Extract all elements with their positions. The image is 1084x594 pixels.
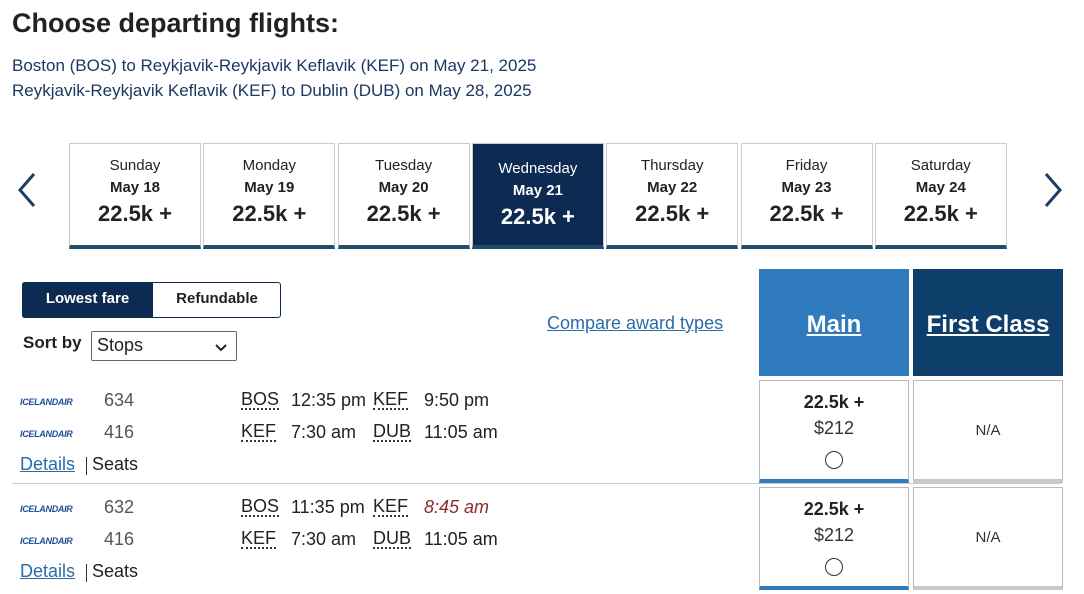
date-price: 22.5k + — [635, 201, 710, 226]
airport: KEF — [373, 389, 409, 410]
flight-number: 416 — [104, 529, 135, 549]
date-card[interactable] — [740, 143, 873, 249]
date-date: May 23 — [781, 179, 832, 196]
date-card[interactable] — [471, 143, 604, 249]
date-card[interactable] — [337, 143, 470, 249]
radio[interactable] — [825, 451, 843, 469]
sort-select[interactable]: Stops — [91, 331, 237, 361]
date-price: 22.5k + — [903, 201, 978, 226]
compare-link[interactable]: Compare award types — [547, 313, 724, 333]
airline-logo: ICELANDAIR — [20, 429, 73, 439]
date-date: May 20 — [378, 179, 429, 196]
airport: KEF — [241, 421, 277, 442]
airline-logo: ICELANDAIR — [20, 536, 73, 546]
date-day: Sunday — [109, 157, 161, 174]
airport: DUB — [373, 421, 412, 442]
details-link[interactable]: Details — [20, 561, 76, 581]
na-label: N/A — [975, 422, 1001, 439]
fare-column-header[interactable]: First Class — [913, 269, 1063, 376]
date-price: 22.5k + — [232, 201, 307, 226]
date-date: May 21 — [512, 182, 563, 199]
date-date: May 19 — [244, 179, 295, 196]
seats-link[interactable]: Seats — [92, 454, 139, 474]
date-day: Monday — [242, 157, 296, 174]
seats-link[interactable]: Seats — [92, 561, 139, 581]
fare-tab[interactable]: Refundable — [176, 290, 258, 307]
airport: BOS — [241, 496, 280, 517]
date-card[interactable] — [874, 143, 1007, 249]
route: Boston (BOS) to Reykjavik-Reykjavik Kefl… — [12, 56, 537, 75]
date-card[interactable] — [606, 143, 739, 249]
route: Reykjavik-Reykjavik Keflavik (KEF) to Du… — [12, 81, 532, 100]
price: $212 — [813, 525, 855, 545]
date-price: 22.5k + — [97, 201, 172, 226]
flight-number: 634 — [104, 390, 135, 410]
separator — [86, 564, 87, 582]
price: $212 — [813, 418, 855, 438]
flight-number: 416 — [104, 422, 135, 442]
points: 22.5k + — [803, 392, 865, 412]
sort-label: Sort by — [23, 333, 82, 352]
date-price: 22.5k + — [366, 201, 441, 226]
departure-time: 11:35 pm — [291, 497, 365, 517]
arrival-time: 11:05 am — [424, 529, 498, 549]
date-day: Thursday — [640, 157, 704, 174]
date-price: 22.5k + — [769, 201, 844, 226]
fare-column-header[interactable]: Main — [759, 269, 909, 376]
date-day: Tuesday — [375, 157, 433, 174]
first-fare-cell — [913, 380, 1063, 483]
departure-time: 7:30 am — [291, 529, 357, 549]
separator — [86, 457, 87, 475]
arrival-time: 9:50 pm — [424, 390, 490, 410]
main-fare-cell[interactable] — [759, 380, 909, 483]
main-fare-cell[interactable] — [759, 487, 909, 590]
airport: KEF — [241, 528, 277, 549]
arrival-time: 11:05 am — [424, 422, 498, 442]
departure-time: 7:30 am — [291, 422, 357, 442]
date-card[interactable] — [203, 143, 336, 249]
date-date: May 24 — [915, 179, 966, 196]
prev-arrow[interactable] — [14, 170, 40, 210]
departure-time: 12:35 pm — [291, 390, 367, 410]
na-label: N/A — [975, 529, 1001, 546]
airline-logo: ICELANDAIR — [20, 397, 73, 407]
date-date: May 22 — [647, 179, 698, 196]
arrival-time: 8:45 am — [424, 497, 490, 517]
airport: KEF — [373, 496, 409, 517]
date-day: Friday — [785, 157, 828, 174]
date-day: Wednesday — [498, 160, 578, 177]
select-arrow[interactable] — [214, 340, 228, 352]
date-price: 22.5k + — [500, 204, 575, 229]
fare-tab[interactable]: Lowest fare — [22, 282, 153, 318]
date-day: Saturday — [910, 157, 971, 174]
airport: DUB — [373, 528, 412, 549]
first-fare-cell — [913, 487, 1063, 590]
radio[interactable] — [825, 558, 843, 576]
details-link[interactable]: Details — [20, 454, 76, 474]
flight-number: 632 — [104, 497, 135, 517]
airport: BOS — [241, 389, 280, 410]
page-title: Choose departing flights: — [12, 8, 339, 38]
date-card[interactable] — [69, 143, 201, 249]
row-divider — [12, 483, 1062, 484]
next-arrow[interactable] — [1040, 170, 1066, 210]
date-date: May 18 — [109, 179, 161, 196]
points: 22.5k + — [803, 499, 865, 519]
airline-logo: ICELANDAIR — [20, 504, 73, 514]
